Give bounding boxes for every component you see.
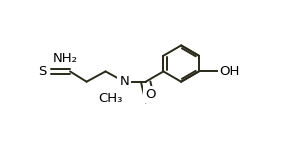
Text: N: N [120, 75, 129, 88]
Text: NH₂: NH₂ [53, 52, 78, 65]
Text: CH₃: CH₃ [98, 92, 122, 105]
Text: S: S [38, 65, 47, 78]
Text: O: O [145, 88, 156, 101]
Text: OH: OH [220, 65, 240, 78]
